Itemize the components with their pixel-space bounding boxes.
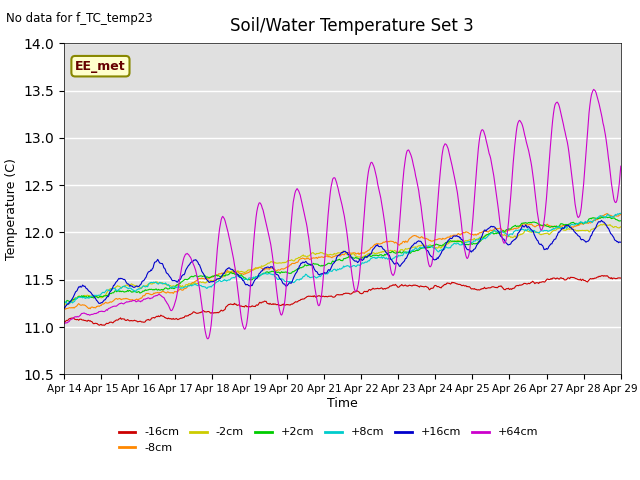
Line: -16cm: -16cm bbox=[64, 276, 621, 325]
+2cm bbox=[617, 218, 625, 224]
+64cm bbox=[428, 263, 435, 269]
-2cm bbox=[426, 242, 434, 248]
-16cm bbox=[214, 310, 222, 316]
-16cm bbox=[599, 273, 607, 278]
-8cm bbox=[428, 239, 435, 244]
-8cm bbox=[603, 211, 611, 216]
Line: -2cm: -2cm bbox=[64, 224, 621, 305]
+8cm bbox=[185, 283, 193, 288]
+2cm bbox=[60, 300, 68, 306]
-16cm bbox=[60, 319, 68, 325]
Line: -8cm: -8cm bbox=[64, 214, 621, 309]
+16cm bbox=[61, 305, 68, 311]
Text: No data for f_TC_temp23: No data for f_TC_temp23 bbox=[6, 12, 153, 25]
-16cm bbox=[411, 282, 419, 288]
X-axis label: Time: Time bbox=[327, 397, 358, 410]
-2cm bbox=[127, 281, 135, 287]
+64cm bbox=[127, 299, 135, 304]
+8cm bbox=[65, 301, 72, 307]
Line: +64cm: +64cm bbox=[64, 89, 621, 339]
+16cm bbox=[214, 276, 222, 282]
+2cm bbox=[602, 214, 609, 220]
-16cm bbox=[617, 275, 625, 281]
-16cm bbox=[128, 318, 136, 324]
-16cm bbox=[100, 323, 108, 328]
-2cm bbox=[600, 221, 607, 227]
+8cm bbox=[428, 244, 435, 250]
+2cm bbox=[426, 244, 434, 250]
+2cm bbox=[127, 289, 135, 295]
-2cm bbox=[617, 224, 625, 230]
+8cm bbox=[616, 210, 624, 216]
+64cm bbox=[411, 168, 419, 174]
+16cm bbox=[598, 217, 605, 223]
+2cm bbox=[214, 273, 221, 279]
+2cm bbox=[184, 276, 192, 282]
-2cm bbox=[184, 282, 192, 288]
Text: EE_met: EE_met bbox=[75, 60, 126, 72]
-8cm bbox=[411, 233, 419, 239]
+2cm bbox=[410, 249, 418, 254]
-8cm bbox=[214, 272, 222, 277]
-8cm bbox=[617, 212, 625, 217]
Legend: -16cm, -8cm, -2cm, +2cm, +8cm, +16cm, +64cm: -16cm, -8cm, -2cm, +2cm, +8cm, +16cm, +6… bbox=[114, 423, 543, 457]
+16cm bbox=[60, 305, 68, 311]
+8cm bbox=[617, 211, 625, 216]
Y-axis label: Temperature (C): Temperature (C) bbox=[5, 158, 18, 260]
+16cm bbox=[411, 240, 419, 246]
Line: +2cm: +2cm bbox=[64, 217, 621, 303]
Line: +8cm: +8cm bbox=[64, 213, 621, 304]
+16cm bbox=[428, 253, 435, 259]
+64cm bbox=[70, 315, 78, 321]
-8cm bbox=[71, 304, 79, 310]
+8cm bbox=[71, 298, 79, 304]
+64cm bbox=[60, 321, 68, 327]
-16cm bbox=[428, 285, 435, 291]
-16cm bbox=[185, 312, 193, 318]
-8cm bbox=[185, 283, 193, 288]
+8cm bbox=[214, 279, 222, 285]
-8cm bbox=[128, 297, 136, 302]
+16cm bbox=[128, 283, 136, 289]
+8cm bbox=[128, 287, 136, 293]
+16cm bbox=[617, 240, 625, 245]
Text: Soil/Water Temperature Set 3: Soil/Water Temperature Set 3 bbox=[230, 17, 474, 35]
-2cm bbox=[214, 276, 221, 282]
-2cm bbox=[60, 302, 68, 308]
+8cm bbox=[411, 246, 419, 252]
+64cm bbox=[214, 238, 222, 244]
-2cm bbox=[70, 296, 78, 301]
Line: +16cm: +16cm bbox=[64, 220, 621, 308]
+16cm bbox=[71, 291, 79, 297]
-2cm bbox=[410, 244, 418, 250]
+64cm bbox=[617, 163, 625, 169]
+64cm bbox=[590, 86, 598, 92]
+16cm bbox=[185, 263, 193, 268]
-16cm bbox=[70, 316, 78, 322]
+64cm bbox=[184, 252, 192, 257]
+8cm bbox=[60, 298, 68, 304]
-8cm bbox=[60, 305, 68, 311]
+64cm bbox=[204, 336, 212, 342]
-8cm bbox=[61, 306, 69, 312]
+2cm bbox=[70, 297, 78, 302]
